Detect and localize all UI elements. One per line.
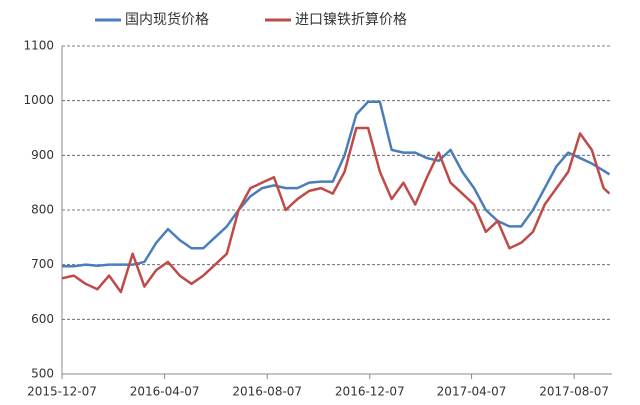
x-tick-label: 2017-04-07 <box>437 385 507 399</box>
series-line <box>62 100 611 268</box>
series-line <box>61 126 611 294</box>
y-tick-label: 800 <box>31 203 54 217</box>
y-tick-label: 500 <box>31 367 54 381</box>
y-tick-label: 900 <box>31 148 54 162</box>
x-tick-label: 2017-08-07 <box>539 385 609 399</box>
x-tick-label: 2015-12-07 <box>27 385 97 399</box>
y-tick-label: 1000 <box>23 93 54 107</box>
y-tick-label: 600 <box>31 312 54 326</box>
legend-label: 国内现货价格 <box>125 11 209 28</box>
x-tick-label: 2016-04-07 <box>130 385 200 399</box>
x-tick-label: 2016-12-07 <box>335 385 405 399</box>
y-tick-label: 700 <box>31 257 54 271</box>
y-tick-label: 1100 <box>23 39 54 53</box>
x-tick-label: 2016-08-07 <box>232 385 302 399</box>
legend-label: 进口镍铁折算价格 <box>295 12 407 28</box>
